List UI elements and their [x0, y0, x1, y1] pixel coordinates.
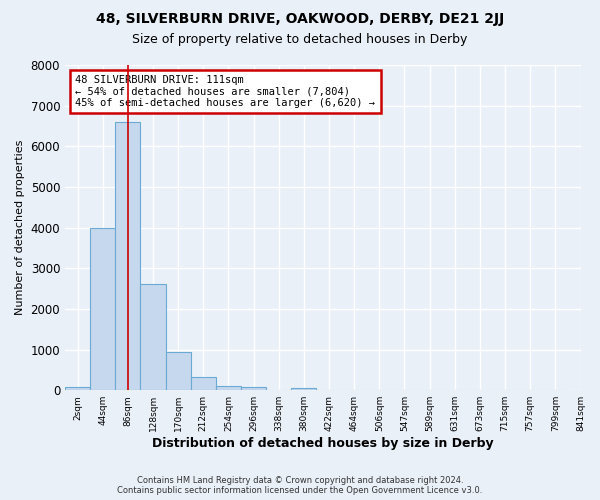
Bar — [115, 122, 140, 390]
X-axis label: Distribution of detached houses by size in Derby: Distribution of detached houses by size … — [152, 437, 494, 450]
Text: 48 SILVERBURN DRIVE: 111sqm
← 54% of detached houses are smaller (7,804)
45% of : 48 SILVERBURN DRIVE: 111sqm ← 54% of det… — [76, 75, 376, 108]
Bar — [90, 228, 115, 390]
Bar — [216, 386, 241, 390]
Bar — [166, 352, 191, 390]
Text: Contains HM Land Registry data © Crown copyright and database right 2024.
Contai: Contains HM Land Registry data © Crown c… — [118, 476, 482, 495]
Bar — [65, 388, 90, 390]
Text: Size of property relative to detached houses in Derby: Size of property relative to detached ho… — [133, 32, 467, 46]
Y-axis label: Number of detached properties: Number of detached properties — [15, 140, 25, 316]
Bar — [292, 388, 316, 390]
Bar — [241, 388, 266, 390]
Bar — [191, 377, 216, 390]
Bar — [140, 284, 166, 390]
Text: 48, SILVERBURN DRIVE, OAKWOOD, DERBY, DE21 2JJ: 48, SILVERBURN DRIVE, OAKWOOD, DERBY, DE… — [96, 12, 504, 26]
